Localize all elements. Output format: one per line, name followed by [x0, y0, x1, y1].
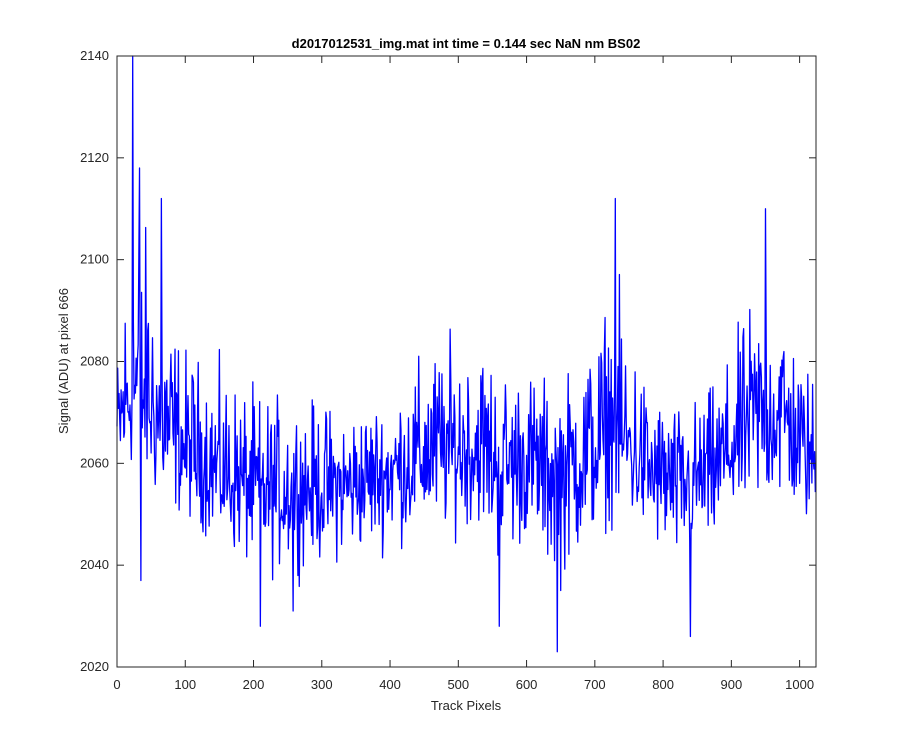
x-tick-label: 1000	[785, 677, 814, 692]
x-tick-label: 300	[311, 677, 333, 692]
x-tick-label: 100	[174, 677, 196, 692]
y-tick-label: 2140	[80, 48, 109, 63]
x-tick-label: 800	[652, 677, 674, 692]
y-tick-label: 2080	[80, 354, 109, 369]
x-tick-label: 700	[584, 677, 606, 692]
x-tick-label: 400	[379, 677, 401, 692]
y-tick-label: 2100	[80, 252, 109, 267]
series-line-signal	[116, 55, 816, 653]
x-tick-label: 500	[447, 677, 469, 692]
y-tick-label: 2120	[80, 150, 109, 165]
x-tick-label: 600	[516, 677, 538, 692]
x-tick-label: 900	[721, 677, 743, 692]
ticks-layer: 0 100 200 300 400 500 600 700 800 900 1000 2020 2040…	[80, 48, 816, 692]
x-tick-label: 200	[243, 677, 265, 692]
x-tick-label: 0	[113, 677, 120, 692]
x-axis-label: Track Pixels	[431, 698, 502, 713]
y-tick-label: 2040	[80, 557, 109, 572]
chart-title: d2017012531_img.mat int time = 0.144 sec…	[292, 36, 641, 51]
y-tick-label: 2060	[80, 455, 109, 470]
y-tick-label: 2020	[80, 659, 109, 674]
y-axis-label: Signal (ADU) at pixel 666	[56, 288, 71, 434]
plot-area	[117, 56, 816, 667]
series-layer	[116, 55, 816, 653]
